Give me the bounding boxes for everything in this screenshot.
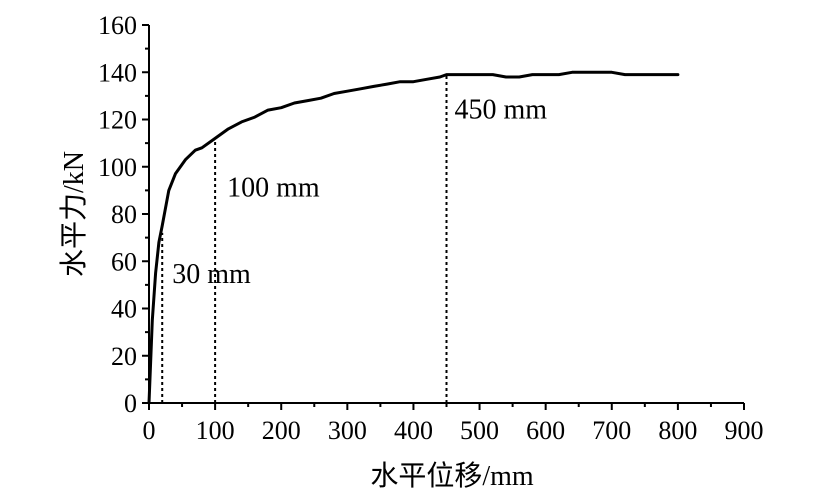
y-tick-label: 40 <box>111 295 137 324</box>
x-tick-label: 100 <box>196 416 235 445</box>
annotation-label: 100 mm <box>227 172 320 203</box>
x-tick-labels: 0 100 200 300 400 500 600 700 800 900 <box>143 416 764 445</box>
x-tick-label: 500 <box>460 416 499 445</box>
annotation-labels: 30 mm 100 mm 450 mm <box>172 95 547 290</box>
x-tick-label: 0 <box>143 416 156 445</box>
y-tick-label: 0 <box>124 389 137 418</box>
x-tick-label: 300 <box>328 416 367 445</box>
annotation-label: 30 mm <box>172 259 251 290</box>
y-tick-label: 60 <box>111 247 137 276</box>
x-tick-label: 400 <box>394 416 433 445</box>
y-tick-label: 140 <box>98 58 137 87</box>
y-tick-labels: 0 20 40 60 80 100 120 140 160 <box>98 11 137 418</box>
x-tick-label: 900 <box>725 416 764 445</box>
data-layer <box>147 70 680 405</box>
series-line <box>147 70 680 405</box>
x-tick-label: 800 <box>658 416 697 445</box>
y-axis-title: 水平力/kN <box>58 151 90 277</box>
y-tick-label: 120 <box>98 106 137 135</box>
y-tick-label: 20 <box>111 342 137 371</box>
y-tick-label: 100 <box>98 153 137 182</box>
x-tick-label: 700 <box>592 416 631 445</box>
y-tick-label: 160 <box>98 11 137 40</box>
y-ticks <box>142 24 149 404</box>
x-ticks <box>148 403 745 410</box>
x-axis-title: 水平位移/mm <box>370 460 534 492</box>
dashed-marker-lines <box>161 74 448 403</box>
annotation-label: 450 mm <box>455 95 548 126</box>
y-tick-label: 80 <box>111 200 137 229</box>
x-tick-label: 200 <box>262 416 301 445</box>
x-tick-label: 600 <box>526 416 565 445</box>
